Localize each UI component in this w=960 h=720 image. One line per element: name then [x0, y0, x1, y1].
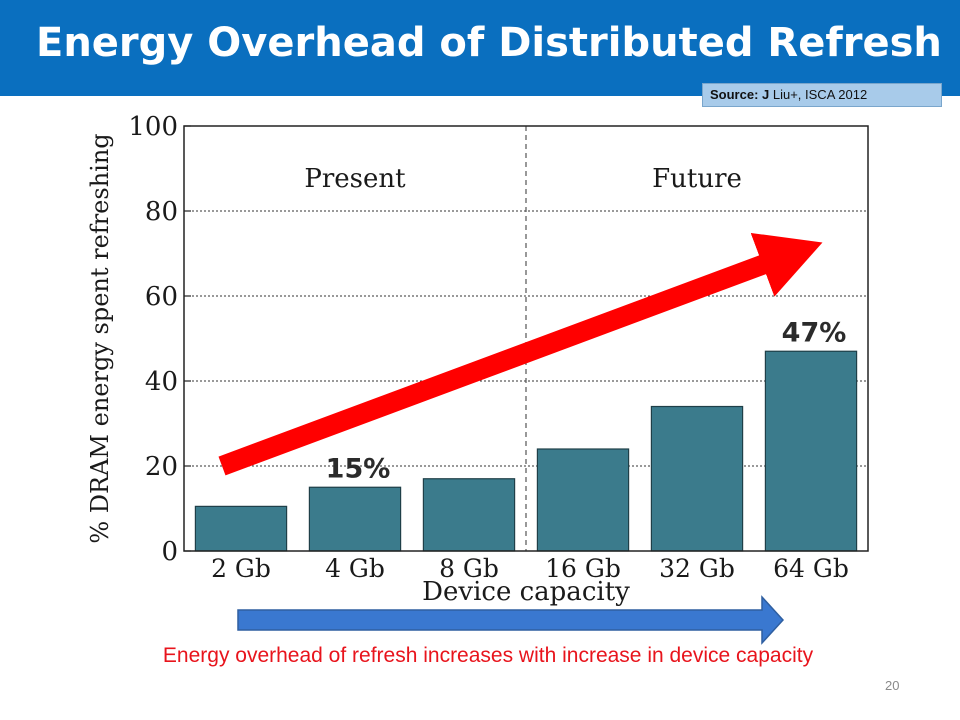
bars: [194, 350, 858, 552]
plot-frame: [183, 125, 869, 552]
title-bar: [0, 0, 960, 96]
x-tick-label: 8 Gb: [439, 554, 499, 583]
value-annotation: 47%: [782, 317, 847, 348]
x-tick-label: 32 Gb: [659, 554, 735, 583]
bar-8gb: [422, 478, 516, 552]
value-annotation: 15%: [326, 453, 391, 484]
bar-32gb: [650, 405, 744, 552]
x-tick-label: 2 Gb: [211, 554, 271, 583]
source-reference: Liu+, ISCA 2012: [769, 87, 868, 102]
y-tick-label: 40: [145, 367, 178, 397]
trend-arrow: [218, 232, 823, 476]
y-tick-label: 80: [145, 197, 178, 227]
x-tick-label: 64 Gb: [773, 554, 849, 583]
bar-2gb: [194, 505, 288, 552]
x-tick-label: 16 Gb: [545, 554, 621, 583]
caption: Energy overhead of refresh increases wit…: [162, 644, 814, 667]
capacity-arrow: [237, 595, 785, 645]
x-tick-label: 4 Gb: [325, 554, 385, 583]
bar-64gb: [764, 350, 858, 552]
bar-4gb: [308, 486, 402, 552]
region-label: Future: [652, 164, 742, 194]
bar-16gb: [536, 448, 630, 552]
source-citation: Source: J Liu+, ISCA 2012: [702, 83, 942, 107]
bar-chart: 0 20 40 60 80 100 2 Gb 4 Gb 8 Gb 16 Gb 32 Gb 64 Gb…: [86, 112, 869, 645]
region-label: Present: [304, 164, 406, 194]
region-labels: Present Future: [304, 164, 742, 194]
source-prefix: Source: J: [710, 87, 770, 102]
slide-number: 20: [885, 678, 900, 693]
annotations: 15% 47%: [326, 317, 847, 484]
y-tick-label: 0: [161, 537, 178, 567]
y-tick-label: 60: [145, 282, 178, 312]
slide-title: Energy Overhead of Distributed Refresh: [36, 20, 942, 66]
x-axis-ticks: 2 Gb 4 Gb 8 Gb 16 Gb 32 Gb 64 Gb: [211, 554, 849, 583]
y-axis-label: % DRAM energy spent refreshing: [86, 133, 114, 543]
y-tick-label: 20: [145, 452, 178, 482]
y-axis-ticks: 0 20 40 60 80 100: [128, 112, 191, 567]
x-axis-label: Device capacity: [422, 577, 630, 607]
y-tick-label: 100: [128, 112, 178, 142]
